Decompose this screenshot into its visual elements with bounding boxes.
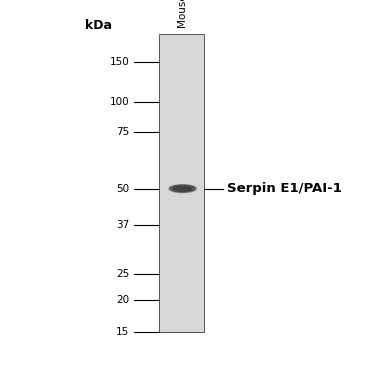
Text: Serpin E1/PAI-1: Serpin E1/PAI-1 [227, 182, 342, 195]
Text: 37: 37 [116, 220, 129, 230]
Text: 100: 100 [110, 98, 129, 107]
Text: 75: 75 [116, 127, 129, 136]
Text: 15: 15 [116, 327, 129, 337]
Ellipse shape [170, 185, 195, 192]
Text: 25: 25 [116, 269, 129, 279]
Bar [159, 34, 204, 332]
Ellipse shape [173, 186, 192, 191]
Text: kDa: kDa [86, 19, 112, 32]
Text: 50: 50 [116, 184, 129, 194]
Text: 150: 150 [110, 57, 129, 67]
Text: Mouse Placenta: Mouse Placenta [178, 0, 188, 28]
Ellipse shape [169, 184, 196, 193]
Text: 20: 20 [116, 295, 129, 305]
